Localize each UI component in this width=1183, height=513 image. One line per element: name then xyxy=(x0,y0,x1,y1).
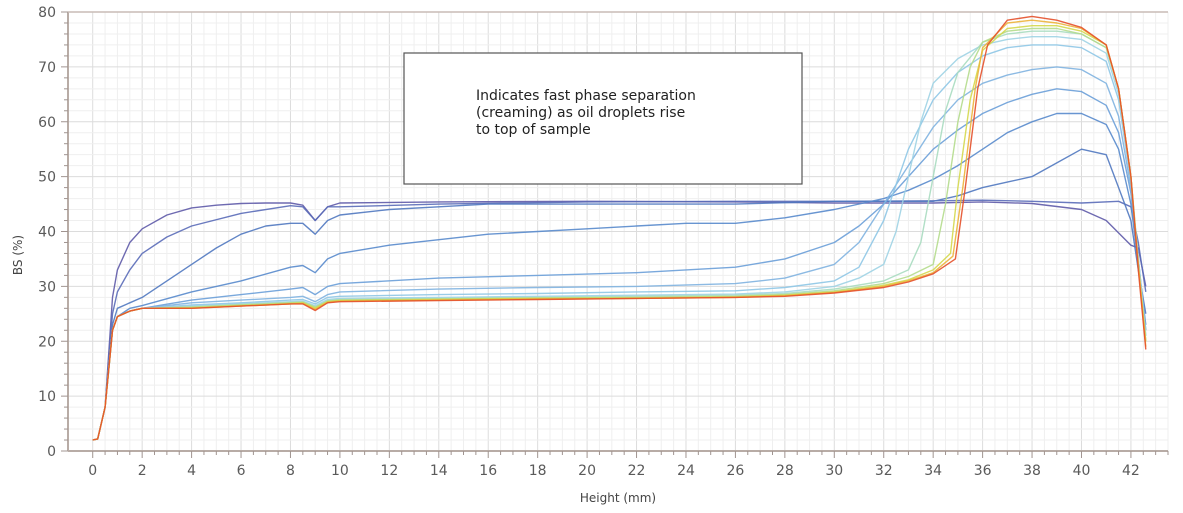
x-tick-label: 20 xyxy=(578,463,596,479)
x-tick-label: 4 xyxy=(187,463,196,479)
x-tick-label: 6 xyxy=(237,463,246,479)
x-tick-label: 22 xyxy=(628,463,646,479)
x-tick-label: 2 xyxy=(138,463,147,479)
x-tick-label: 16 xyxy=(479,463,497,479)
series-line-3 xyxy=(92,148,1147,441)
x-tick-label: 10 xyxy=(331,463,349,479)
x-tick-label: 32 xyxy=(875,463,893,479)
x-tick-label: 18 xyxy=(529,463,547,479)
y-tick-label: 60 xyxy=(38,115,56,131)
y-tick-label: 30 xyxy=(38,279,56,295)
x-axis-title: Height (mm) xyxy=(580,491,656,505)
y-tick-label: 70 xyxy=(38,60,56,76)
y-tick-label: 50 xyxy=(38,170,56,186)
series-lines xyxy=(92,15,1147,441)
annotation-line-3: to top of sample xyxy=(476,122,591,138)
x-tick-label: 38 xyxy=(1023,463,1041,479)
y-tick-label: 0 xyxy=(47,444,56,460)
x-tick-label: 26 xyxy=(727,463,745,479)
series-line-1 xyxy=(92,200,1147,441)
x-tick-label: 40 xyxy=(1073,463,1091,479)
x-tick-label: 42 xyxy=(1122,463,1140,479)
y-tick-label: 10 xyxy=(38,389,56,405)
y-tick-label: 40 xyxy=(38,225,56,241)
axes: 0 2 4 6 8 10 12 14 16 18 20 22 24 26 28 30 32 34 36 38 40 420… xyxy=(38,5,1169,479)
x-tick-label: 36 xyxy=(974,463,992,479)
x-tick-label: 8 xyxy=(286,463,295,479)
x-tick-label: 14 xyxy=(430,463,448,479)
annotation-line-1: Indicates fast phase separation xyxy=(476,88,696,104)
series-line-13 xyxy=(92,15,1147,441)
x-tick-label: 34 xyxy=(924,463,942,479)
y-tick-label: 80 xyxy=(38,5,56,21)
x-tick-label: 24 xyxy=(677,463,695,479)
x-tick-label: 0 xyxy=(88,463,97,479)
x-tick-label: 30 xyxy=(825,463,843,479)
annotation-text: Indicates fast phase separation (creamin… xyxy=(476,88,700,138)
series-line-4 xyxy=(92,112,1147,441)
series-line-2 xyxy=(92,199,1147,441)
x-tick-label: 28 xyxy=(776,463,794,479)
annotation-box xyxy=(403,52,803,185)
y-tick-label: 20 xyxy=(38,334,56,350)
annotation-line-2: (creaming) as oil droplets rise xyxy=(476,105,685,121)
y-axis-title: BS (%) xyxy=(11,235,25,275)
x-tick-label: 12 xyxy=(380,463,398,479)
annotation: Indicates fast phase separation (creamin… xyxy=(403,52,803,185)
